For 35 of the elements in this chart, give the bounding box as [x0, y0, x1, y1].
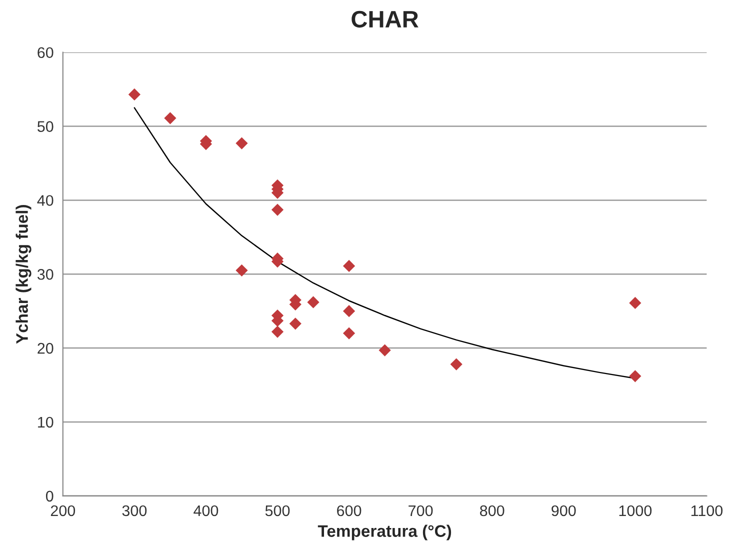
point — [271, 326, 284, 338]
point — [378, 344, 391, 356]
x-tick-label: 1100 — [691, 505, 723, 516]
y-tick-label: 40 — [37, 195, 54, 206]
y-tick-label: 60 — [38, 47, 54, 58]
y-tick-label: 10 — [38, 416, 54, 428]
x-tick-label: 1000 — [619, 505, 652, 516]
point — [342, 327, 356, 340]
x-tick-label: 400 — [194, 505, 218, 516]
point — [236, 264, 248, 276]
point — [164, 112, 176, 124]
x-tick-label: 900 — [552, 505, 576, 516]
y-tick-label: 20 — [38, 342, 54, 354]
point — [128, 88, 140, 101]
y-tick-label: 30 — [37, 268, 54, 280]
x-axis-title: Temperatura (°C) — [318, 524, 452, 540]
x-tick-label: 800 — [480, 505, 504, 516]
x-tick-label: 300 — [122, 505, 147, 516]
point — [289, 318, 302, 330]
y-tick-label: 50 — [37, 121, 54, 132]
y-tick-label: 0 — [46, 490, 54, 502]
point — [450, 358, 462, 370]
x-tick-label: 700 — [408, 505, 433, 516]
x-tick-label: 600 — [337, 505, 362, 516]
x-tick-label: 500 — [265, 505, 290, 516]
point — [342, 260, 356, 272]
point — [236, 137, 248, 150]
point — [307, 296, 320, 308]
x-tick-label: 200 — [50, 505, 76, 516]
point — [629, 296, 642, 310]
y-axis-title: Ychar (kg/kg fuel) — [16, 205, 32, 344]
point — [271, 204, 284, 216]
point — [342, 305, 356, 318]
chart-title: CHAR — [352, 10, 418, 28]
point — [629, 370, 642, 382]
